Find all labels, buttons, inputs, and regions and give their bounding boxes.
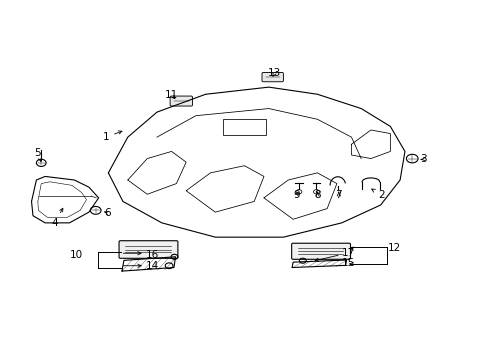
- Text: 6: 6: [104, 208, 110, 218]
- Text: 8: 8: [313, 190, 320, 200]
- Text: 3: 3: [420, 154, 426, 164]
- Text: 17: 17: [341, 248, 354, 258]
- FancyBboxPatch shape: [170, 96, 192, 106]
- FancyBboxPatch shape: [119, 241, 178, 258]
- Text: 13: 13: [267, 68, 281, 78]
- Text: 14: 14: [145, 261, 159, 271]
- Text: 9: 9: [293, 190, 299, 200]
- Text: 2: 2: [371, 189, 384, 200]
- Text: 15: 15: [341, 258, 354, 268]
- Text: 16: 16: [145, 250, 159, 260]
- Text: 4: 4: [51, 208, 62, 228]
- Text: 12: 12: [387, 243, 400, 253]
- Text: 7: 7: [335, 190, 342, 200]
- Bar: [222, 119, 266, 135]
- FancyBboxPatch shape: [291, 243, 350, 259]
- FancyBboxPatch shape: [262, 72, 283, 82]
- Text: 1: 1: [102, 131, 122, 142]
- Text: 10: 10: [70, 250, 83, 260]
- Text: 11: 11: [164, 90, 178, 100]
- Text: 5: 5: [35, 148, 41, 161]
